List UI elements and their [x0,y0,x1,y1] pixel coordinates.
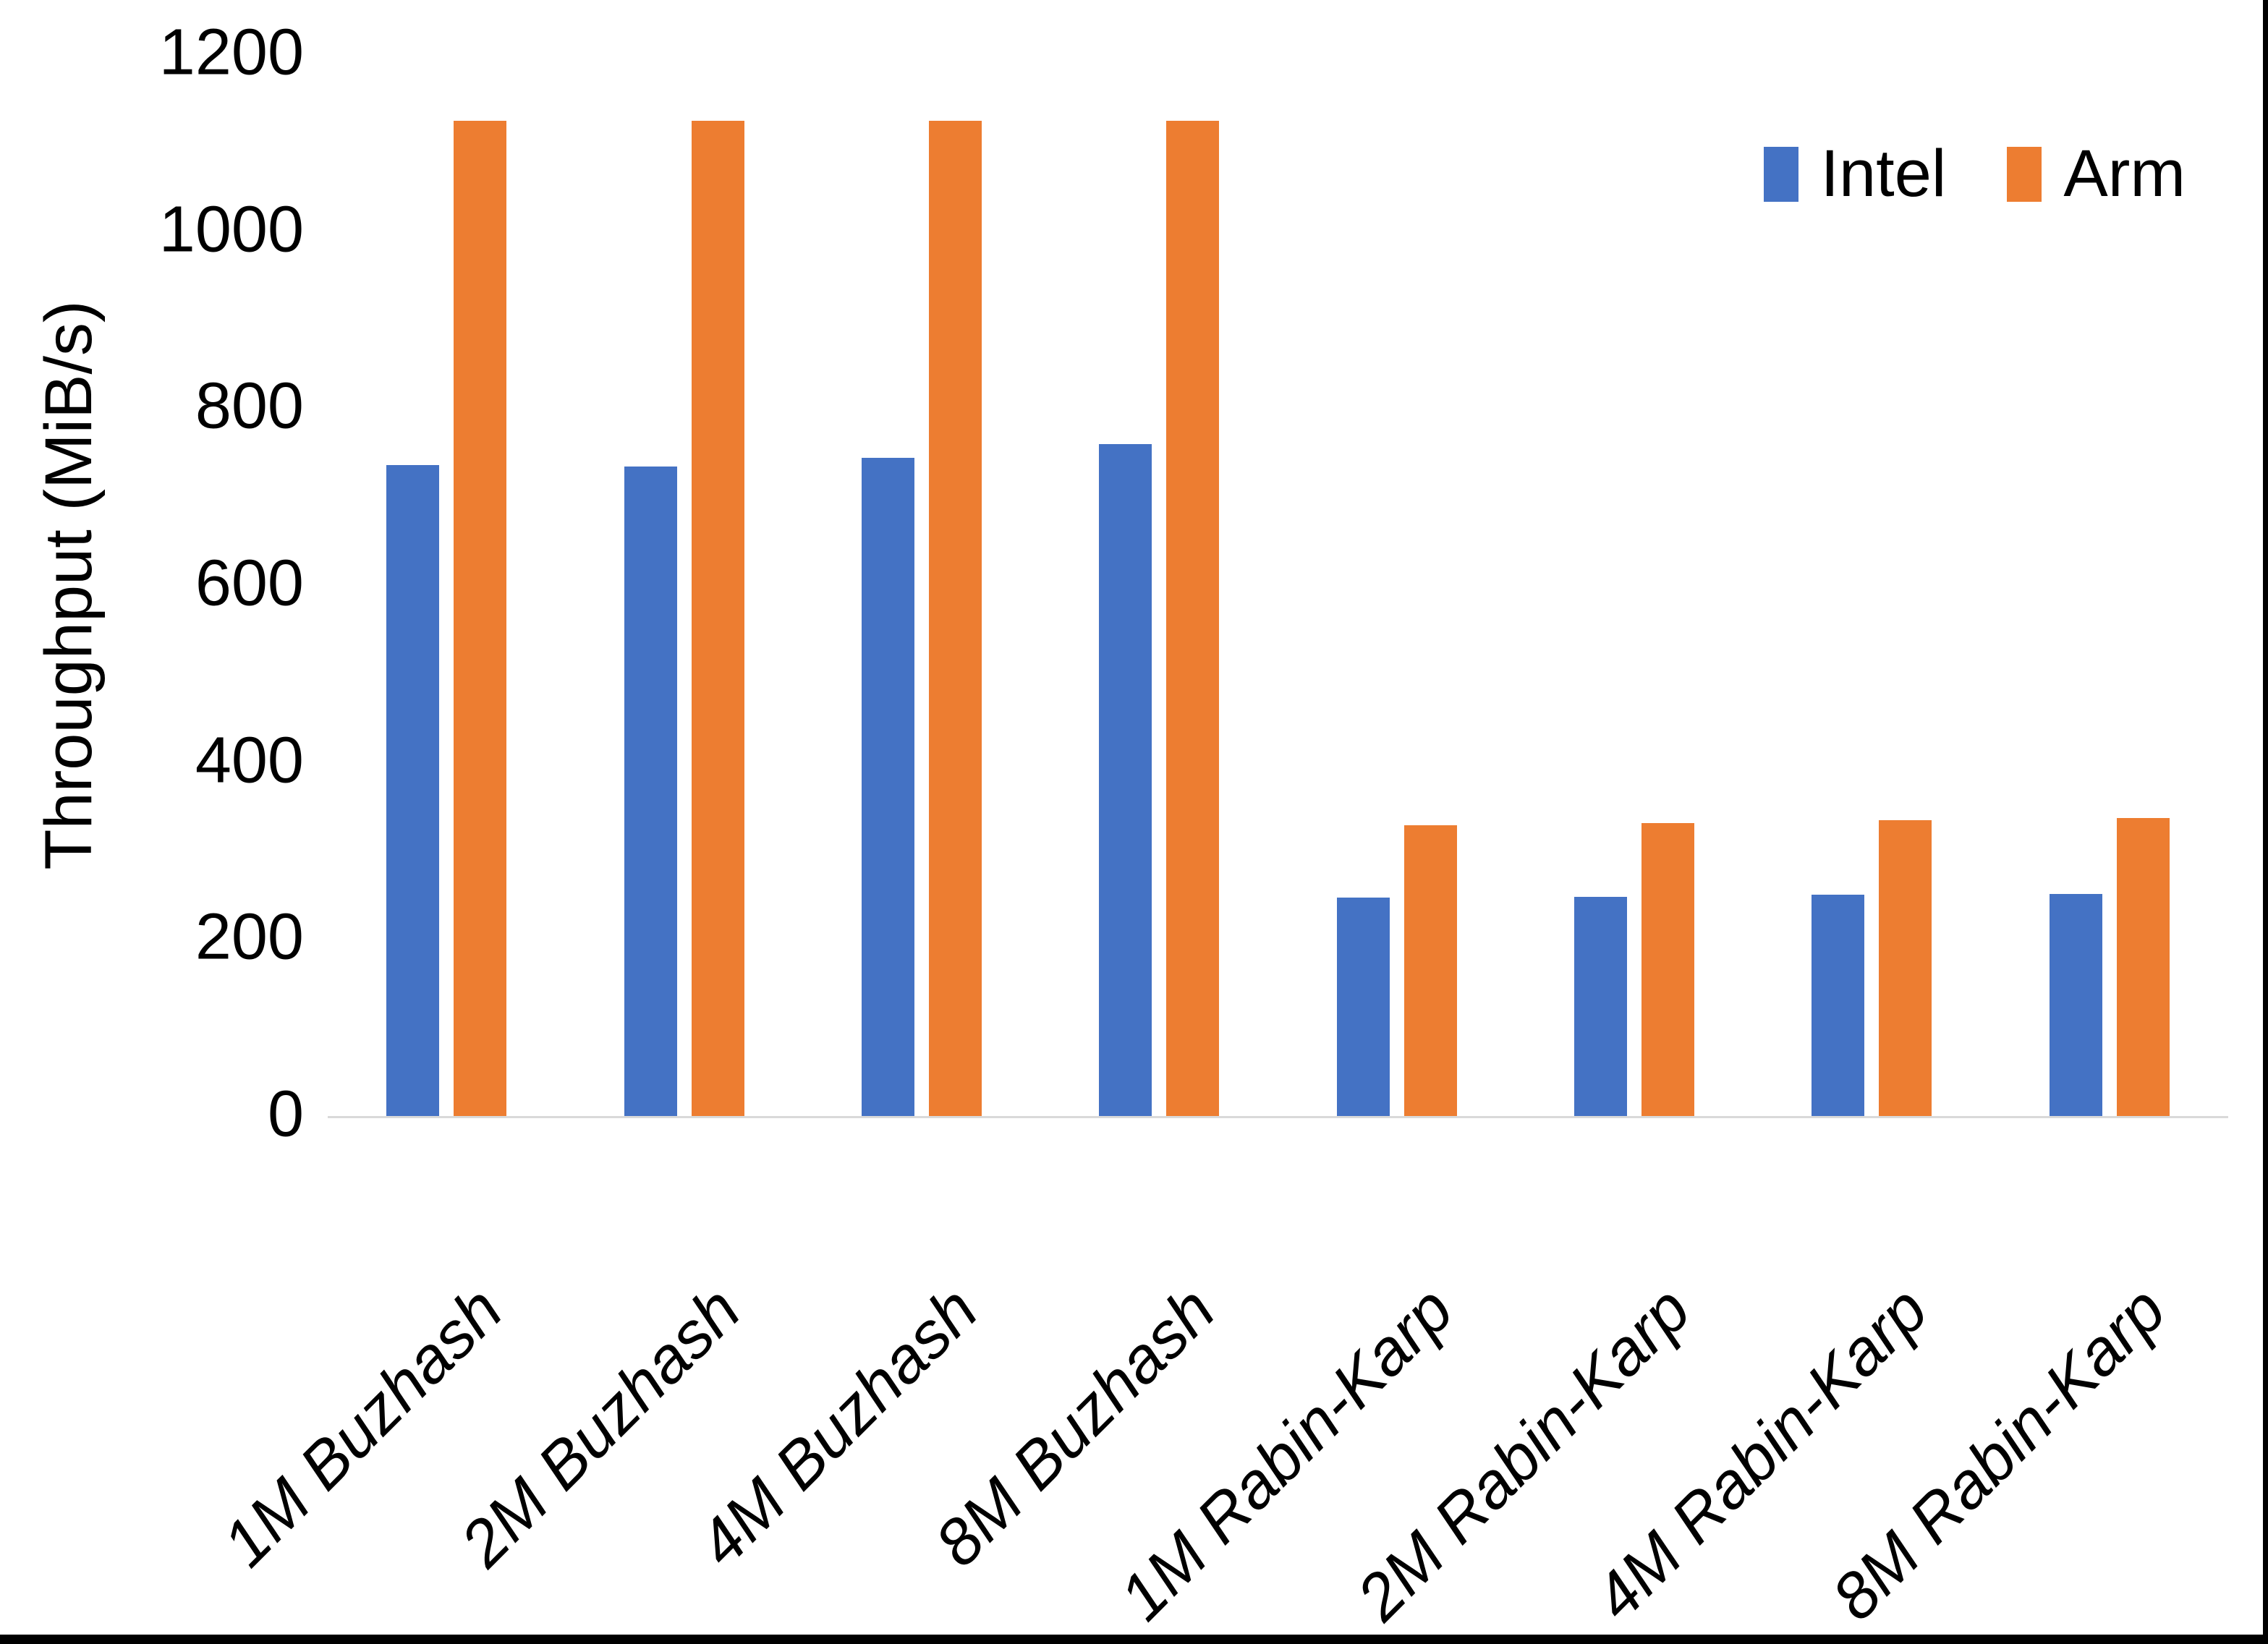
y-tick-label: 1200 [158,16,304,89]
bar-arm-1m-rabin-karp [1404,825,1457,1116]
legend-item-arm: Arm [2007,136,2186,212]
legend-item-intel: Intel [1764,136,1946,212]
bar-arm-4m-rabin-karp [1879,820,1932,1116]
y-tick-label: 0 [267,1078,304,1151]
chart-legend: Intel Arm [1764,136,2186,212]
screenshot-right-border [2263,0,2268,1644]
y-tick-label: 400 [195,724,304,797]
y-tick-label: 1000 [158,193,304,266]
bar-intel-1m-buzhash [386,465,439,1116]
bar-intel-2m-rabin-karp [1574,897,1627,1116]
bar-intel-8m-buzhash [1099,444,1152,1116]
y-tick-label: 200 [195,900,304,974]
bar-intel-1m-rabin-karp [1337,898,1390,1116]
y-tick-label: 800 [195,370,304,443]
bar-intel-2m-buzhash [624,467,677,1116]
bar-arm-1m-buzhash [454,121,506,1116]
legend-label: Arm [2063,137,2186,210]
bar-arm-2m-buzhash [692,121,744,1116]
bar-intel-4m-buzhash [862,458,914,1116]
x-axis-line [328,1116,2228,1118]
bar-arm-8m-buzhash [1166,121,1219,1116]
y-axis-title: Throughput (MiB/s) [32,300,106,870]
bar-arm-2m-rabin-karp [1641,823,1694,1116]
legend-swatch-arm [2007,146,2042,202]
bar-arm-4m-buzhash [929,121,982,1116]
legend-label: Intel [1820,137,1947,210]
bar-intel-8m-rabin-karp [2050,894,2102,1116]
y-tick-label: 600 [195,547,304,620]
bar-intel-4m-rabin-karp [1812,895,1864,1116]
bar-arm-8m-rabin-karp [2117,818,2170,1116]
legend-swatch-intel [1764,146,1799,202]
screenshot-bottom-border [0,1635,2268,1644]
